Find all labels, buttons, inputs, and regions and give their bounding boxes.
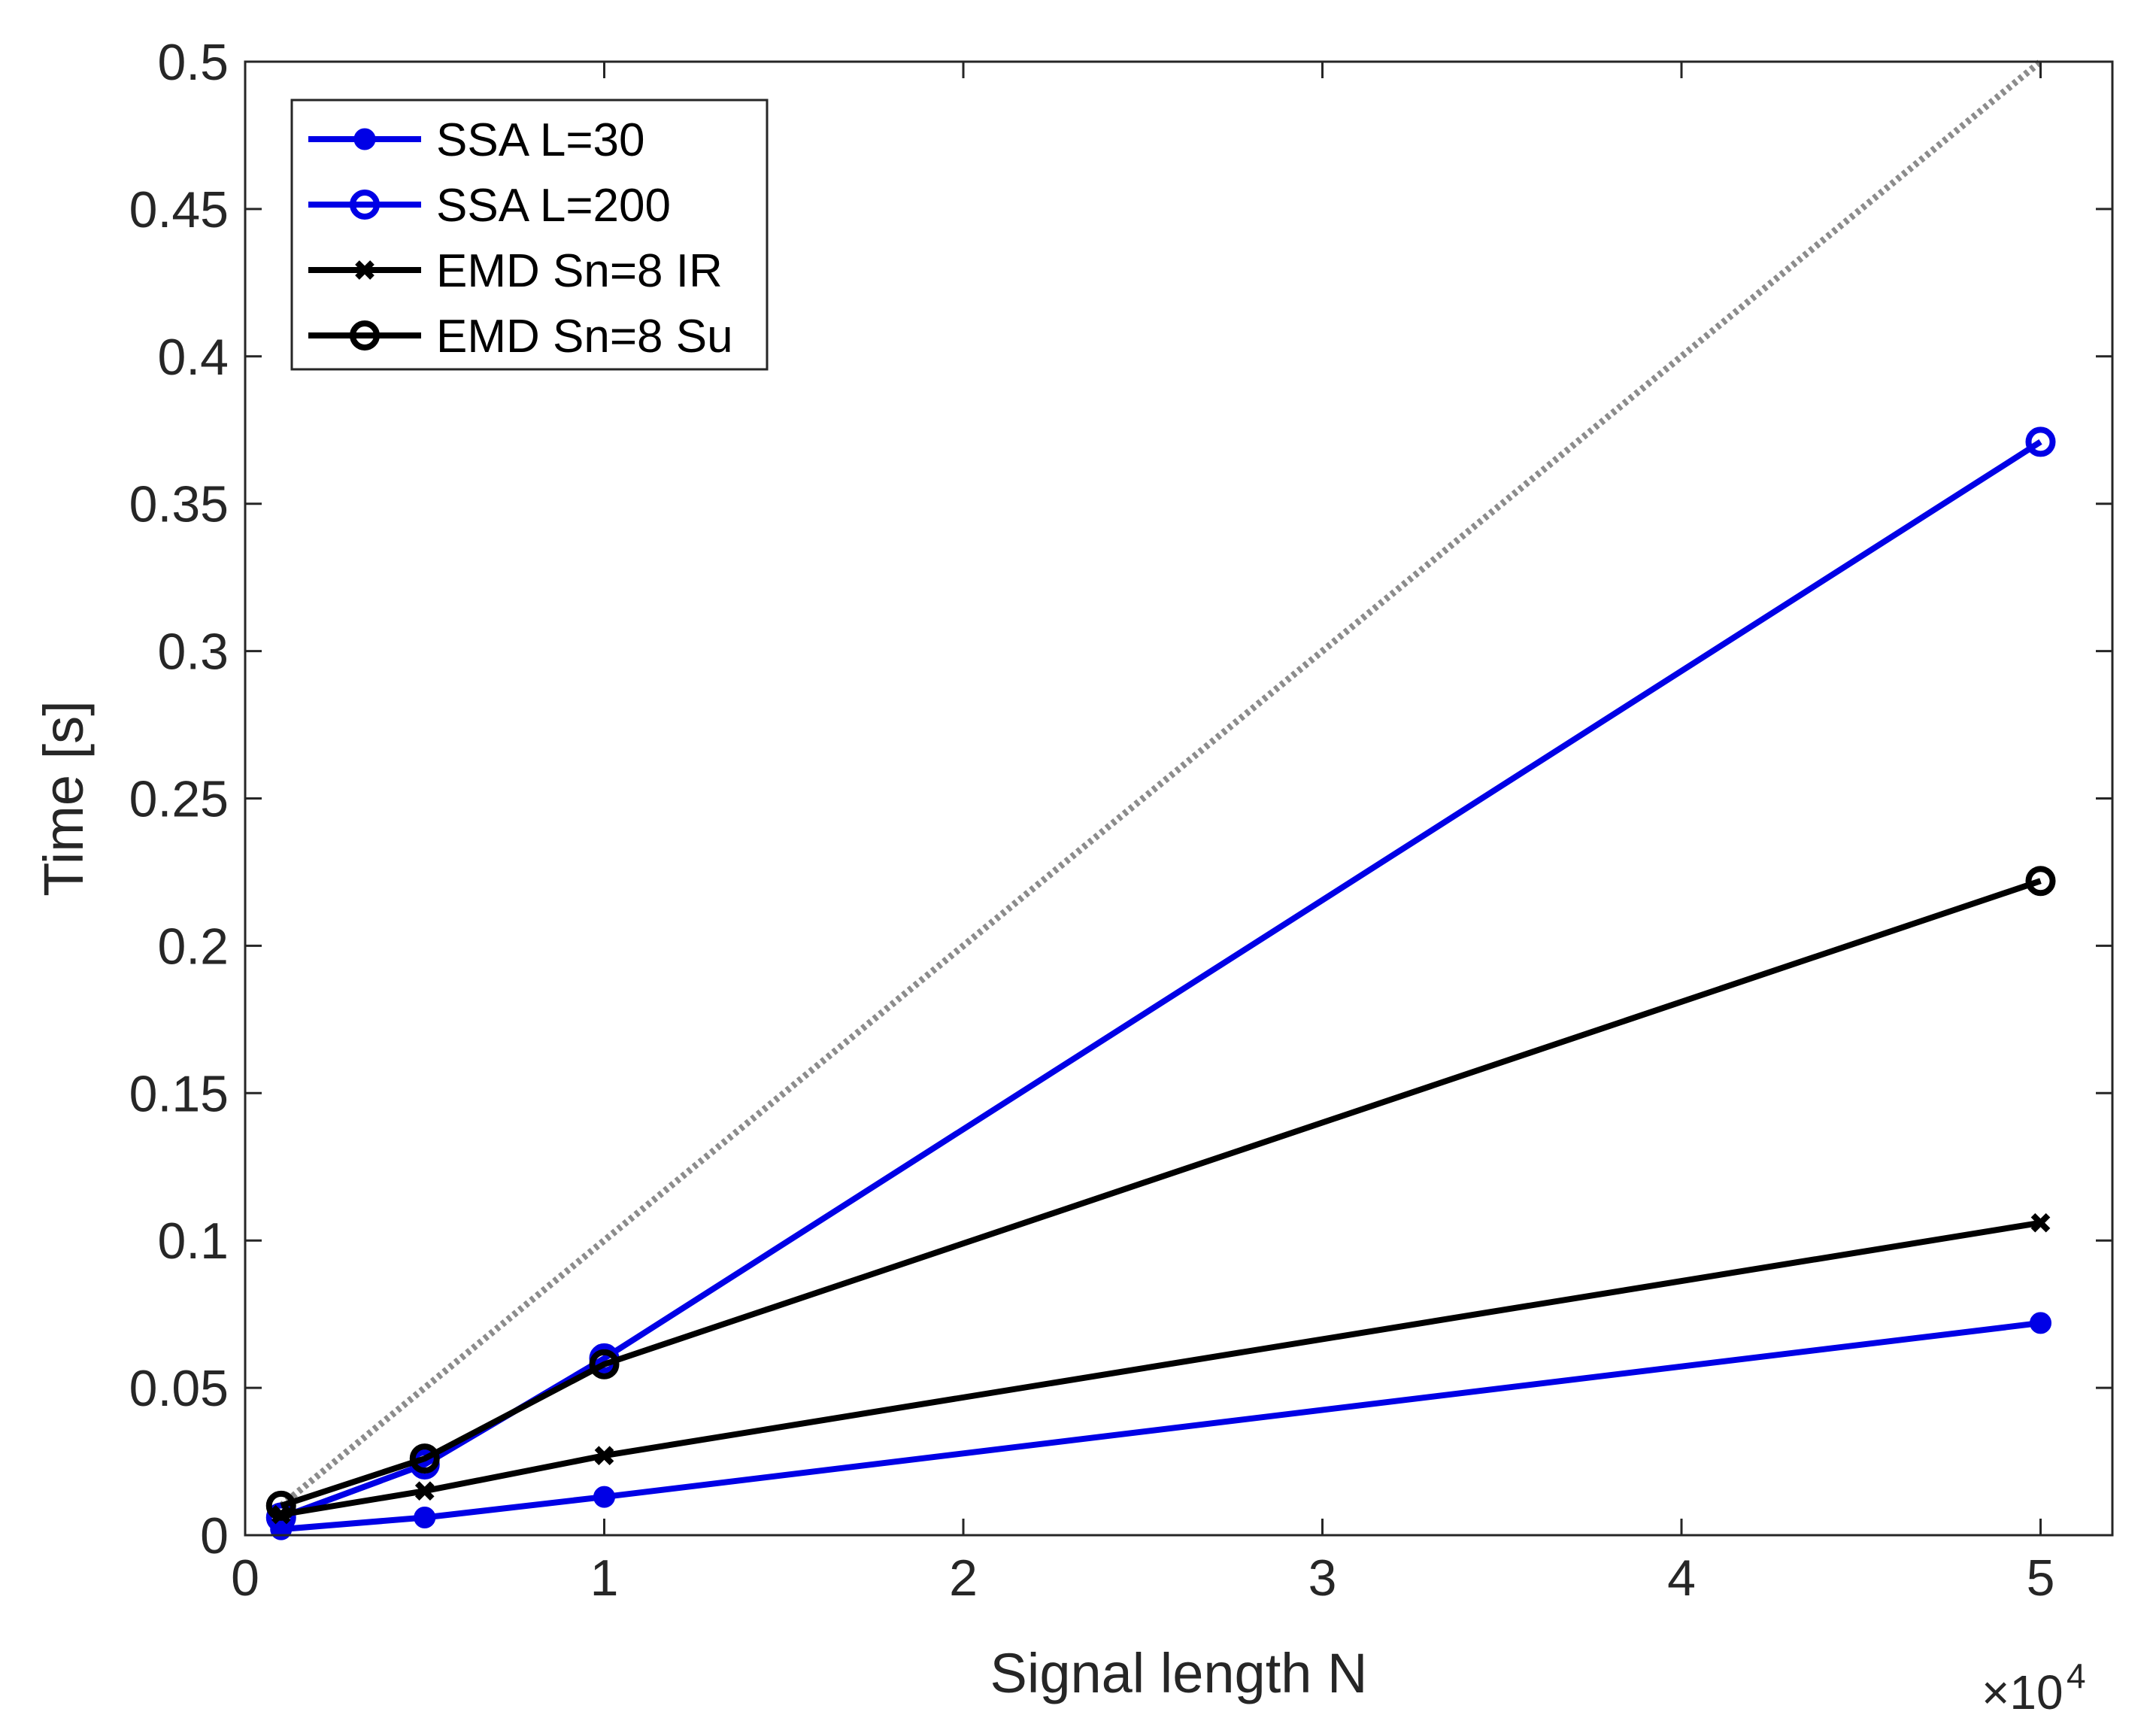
x-multiplier-exponent: 4 [2067,1656,2086,1695]
data-point [594,1446,614,1466]
plot-area [265,59,2056,1540]
series-line [280,1219,2042,1518]
y-tick-label: 0.2 [157,918,229,975]
y-tick-label: 0.45 [129,181,229,238]
x-multiplier-base: ×10 [1982,1665,2064,1719]
data-point [2025,426,2056,457]
series-line [280,878,2042,1509]
y-tick-label: 0.3 [157,624,229,681]
y-tick-label: 0.15 [129,1065,229,1122]
y-tick-label: 0.5 [157,34,229,91]
legend-entry: EMD Sn=8 Su [308,311,733,363]
legend-entries: SSA L=30 SSA L=200 EMD Sn=8 IR EMD Sn=8 Su [308,114,733,363]
legend-marker [355,260,374,280]
data-point [2030,1213,2051,1233]
data-point [2025,866,2056,897]
x-tick-label: 4 [1667,1549,1696,1607]
legend-label: EMD Sn=8 IR [436,245,723,297]
x-axis-label: Signal length N [990,1642,1368,1704]
y-tick-label: 0.05 [129,1360,229,1417]
data-point [593,1486,615,1508]
y-tick-label: 0.35 [129,476,229,533]
data-point [265,1490,296,1521]
y-tick-label: 0.1 [157,1213,229,1270]
legend-entry: SSA L=200 [308,180,671,232]
legend-entry: EMD Sn=8 IR [308,245,723,297]
reference-line-layer [278,59,2043,1509]
x-tick-label: 1 [590,1549,619,1607]
data-point [414,1506,436,1528]
series-layer [265,426,2056,1540]
legend-label: SSA L=200 [436,180,671,232]
y-tick-label: 0.4 [157,329,229,386]
x-tick-label: 2 [949,1549,978,1607]
reference-dotted-line [278,59,2043,1509]
x-tick-label: 5 [2027,1549,2055,1607]
legend-marker [350,190,380,220]
series-3 [271,1213,2051,1525]
legend: SSA L=30 SSA L=200 EMD Sn=8 IR EMD Sn=8 Su [290,99,769,371]
x-tick-label: 3 [1308,1549,1337,1607]
x-axis-multiplier: ×10 4 [1982,1656,2086,1719]
ticks-layer: 0 1 2 3 4 5 0 0.05 0.1 0.15 0.2 0.25 0.3 0.35 0.4 0.45 0… [129,34,2112,1607]
data-point [409,1443,440,1474]
series-4 [265,866,2056,1521]
data-point [414,1481,435,1501]
legend-label: SSA L=30 [436,114,645,166]
data-point [2030,1312,2051,1334]
x-tick-label: 0 [231,1549,259,1607]
legend-entry: SSA L=30 [308,114,645,166]
data-point [589,1349,620,1379]
series-line [280,1319,2041,1533]
legend-marker [350,320,380,351]
y-tick-label: 0.25 [129,771,229,828]
y-tick-label: 0 [200,1507,229,1565]
legend-label: EMD Sn=8 Su [436,311,733,363]
legend-marker [353,128,376,150]
y-axis-label: Time [s] [32,700,95,896]
